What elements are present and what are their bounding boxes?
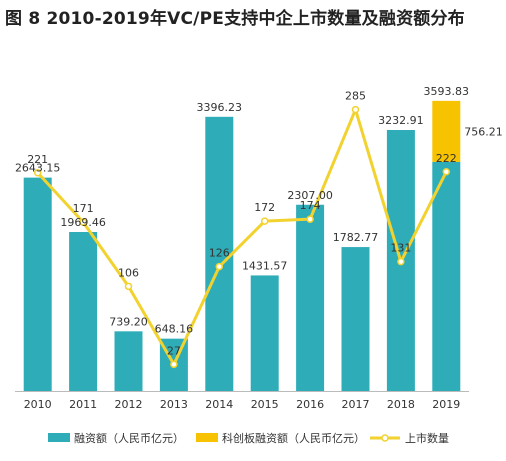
listings-label-2018: 131 bbox=[390, 242, 411, 255]
listings-label-2012: 106 bbox=[118, 266, 139, 279]
x-tick-2016: 2016 bbox=[296, 398, 324, 411]
listings-point-2014 bbox=[215, 262, 224, 271]
star-market-label: 756.21 bbox=[464, 125, 503, 138]
funding-bar-2015 bbox=[250, 275, 279, 391]
funding-label-2013: 648.16 bbox=[155, 323, 194, 336]
legend-swatch-funding bbox=[48, 433, 70, 442]
listings-label-2016: 174 bbox=[300, 199, 321, 212]
x-tick-2011: 2011 bbox=[69, 398, 97, 411]
listings-line bbox=[36, 108, 448, 366]
legend-marker-listings bbox=[381, 434, 389, 442]
listings-label-2014: 126 bbox=[209, 247, 230, 260]
listings-label-2013: 27 bbox=[167, 344, 181, 357]
funding-bar-2010 bbox=[23, 177, 52, 391]
listings-point-2015 bbox=[260, 217, 269, 225]
x-tick-2017: 2017 bbox=[342, 398, 370, 411]
funding-label-2012: 739.20 bbox=[109, 315, 148, 328]
x-tick-2013: 2013 bbox=[160, 398, 188, 411]
listings-point-2019 bbox=[442, 168, 451, 176]
legend-label-funding: 融资额（人民币亿元） bbox=[74, 432, 184, 445]
funding-label-2019: 3593.83 bbox=[424, 85, 470, 98]
funding-label-2011: 1969.46 bbox=[60, 216, 106, 229]
listings-point-2011 bbox=[79, 218, 87, 226]
funding-label-2010: 2643.15 bbox=[15, 162, 61, 175]
chart-title: 图 8 2010-2019年VC/PE支持中企上市数量及融资额分布 bbox=[5, 9, 465, 29]
listings-label-2015: 172 bbox=[254, 201, 275, 214]
funding-label-2017: 1782.77 bbox=[333, 231, 379, 244]
funding-bar-2019 bbox=[432, 161, 461, 391]
listings-point-2013 bbox=[170, 360, 178, 369]
star-market-bar-2019 bbox=[432, 100, 461, 162]
funding-bar-2016 bbox=[296, 204, 325, 391]
funding-bar-2014 bbox=[205, 116, 234, 391]
listings-point-2010 bbox=[33, 169, 42, 177]
funding-label-2018: 3232.91 bbox=[378, 114, 424, 127]
funding-bar-2011 bbox=[69, 232, 98, 391]
listings-label-2010: 221 bbox=[27, 153, 48, 166]
legend-swatch-star-market bbox=[196, 433, 218, 442]
x-tick-2012: 2012 bbox=[115, 398, 143, 411]
x-tick-2014: 2014 bbox=[205, 398, 233, 411]
funding-label-2014: 3396.23 bbox=[197, 101, 243, 114]
listings-label-2011: 171 bbox=[73, 202, 94, 215]
funding-label-2016: 2307.00 bbox=[287, 189, 333, 202]
listings-label-2017: 285 bbox=[345, 90, 366, 103]
legend-label-listings: 上市数量 bbox=[405, 431, 449, 445]
funding-label-2015: 1431.57 bbox=[242, 259, 288, 272]
x-tick-2015: 2015 bbox=[251, 398, 279, 411]
x-tick-2010: 2010 bbox=[24, 398, 52, 411]
listings-point-2018 bbox=[397, 257, 405, 266]
x-tick-2018: 2018 bbox=[387, 398, 415, 411]
listings-label-2019: 222 bbox=[436, 152, 457, 165]
funding-bar-2017 bbox=[341, 247, 370, 391]
listings-point-2012 bbox=[124, 282, 133, 291]
listings-point-2016 bbox=[306, 215, 314, 223]
funding-bar-2012 bbox=[114, 331, 143, 391]
listings-point-2017 bbox=[351, 105, 360, 114]
x-tick-2019: 2019 bbox=[432, 398, 460, 411]
legend-label-star-market: 科创板融资额（人民币亿元） bbox=[222, 431, 365, 445]
